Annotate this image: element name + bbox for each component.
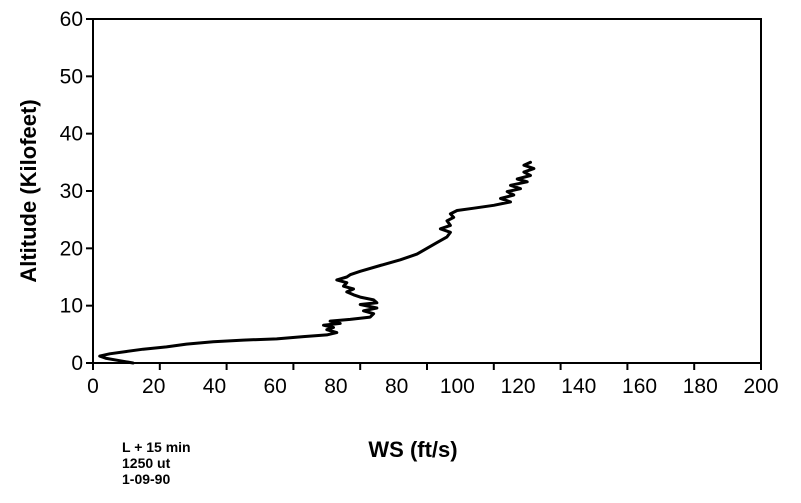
series-line: [98, 160, 536, 365]
x-tick-label: 120: [501, 375, 536, 398]
annotation-launch-time: L + 15 min: [122, 439, 191, 455]
y-tick-label: 30: [60, 180, 83, 203]
annotation-ut-time: 1250 ut: [122, 455, 171, 471]
y-axis: 0 10 20 30 40 50 60: [60, 8, 93, 375]
x-tick-label: 80: [385, 375, 408, 398]
y-tick-label: 50: [60, 65, 83, 88]
x-tick-label: 160: [622, 375, 657, 398]
annotation-date: 1-09-90: [122, 471, 171, 487]
x-tick-label: 60: [264, 375, 287, 398]
y-tick-label: 40: [60, 123, 83, 146]
y-tick-label: 20: [60, 237, 83, 260]
x-tick-label: 80: [324, 375, 347, 398]
x-tick-label: 200: [743, 375, 778, 398]
y-tick-label: 0: [71, 352, 83, 375]
y-axis-title: Altitude (Kilofeet): [16, 99, 41, 282]
x-tick-label: 180: [683, 375, 718, 398]
plot-area-frame: [92, 18, 762, 364]
x-axis: 0 20 40 60 80 80 100 120 140 160 180 200: [87, 363, 779, 398]
x-tick-label: 20: [142, 375, 165, 398]
x-tick-label: 100: [440, 375, 475, 398]
x-tick-label: 0: [87, 375, 99, 398]
x-axis-title: WS (ft/s): [368, 437, 457, 462]
y-tick-label: 10: [60, 295, 83, 318]
y-tick-label: 60: [60, 8, 83, 31]
x-tick-label: 140: [561, 375, 596, 398]
x-tick-label: 40: [203, 375, 226, 398]
